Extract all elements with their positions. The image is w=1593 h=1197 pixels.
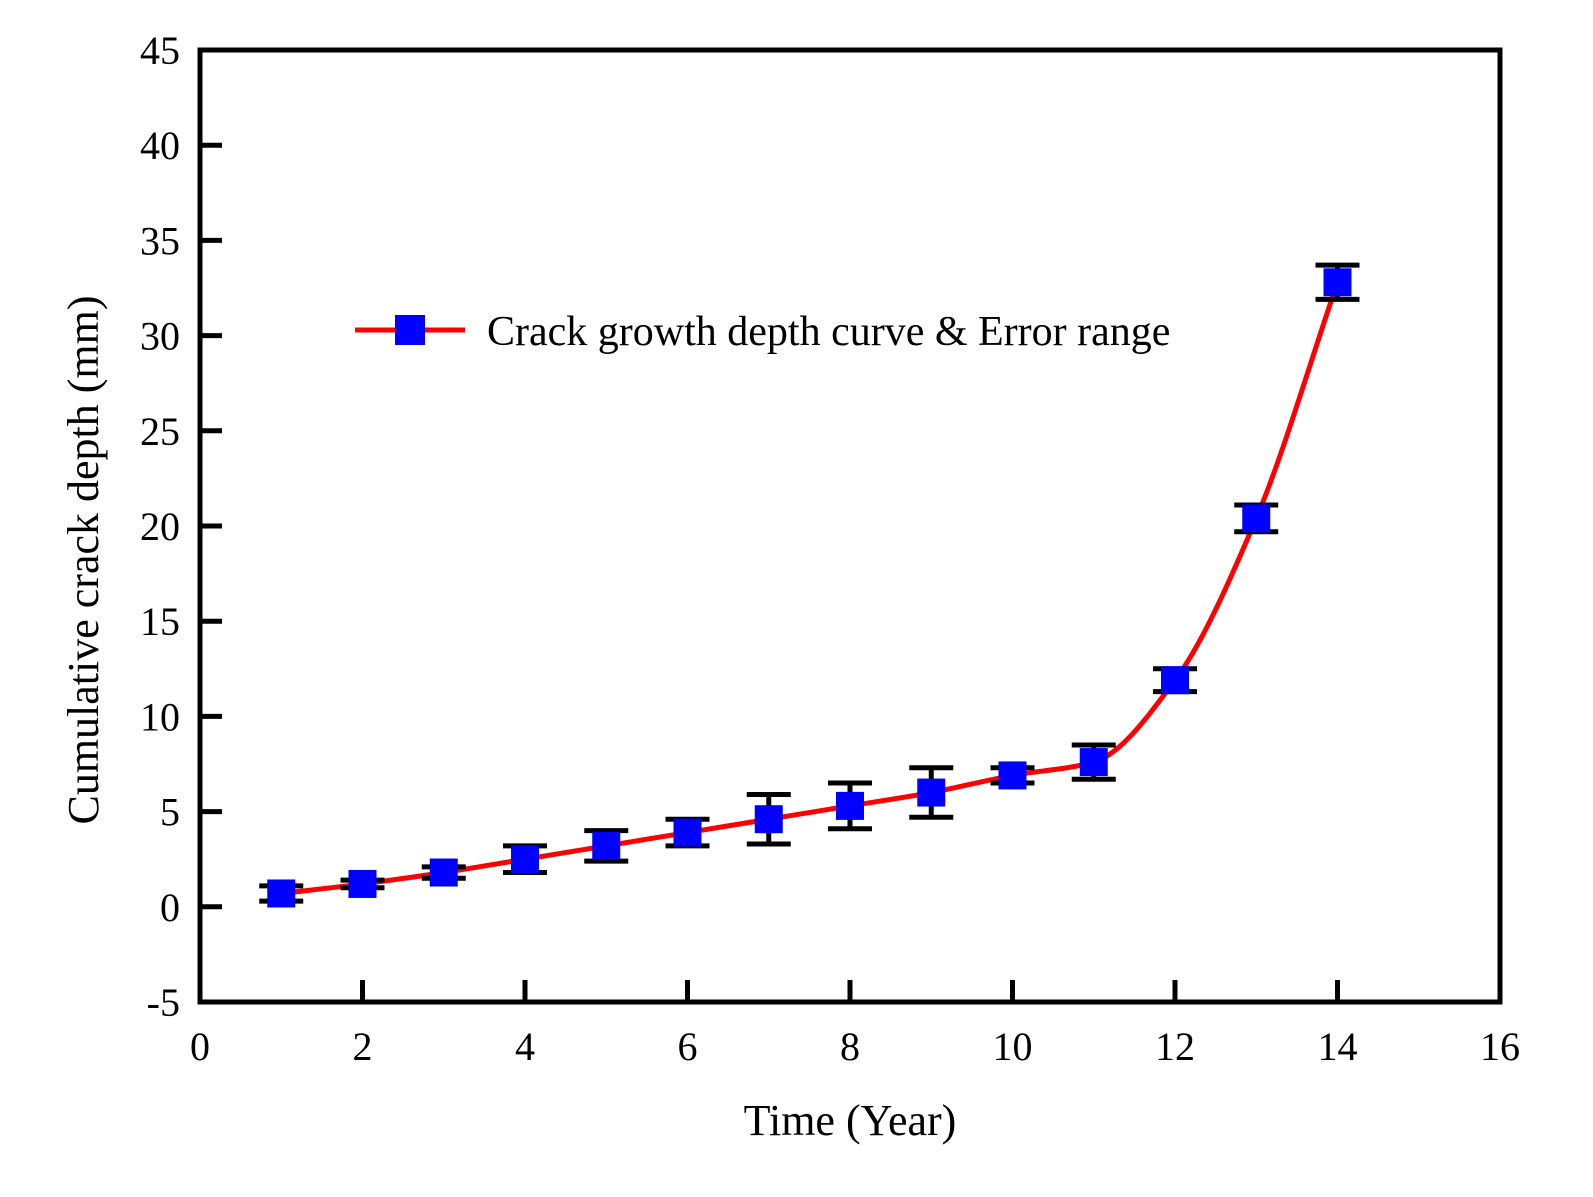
data-point bbox=[259, 879, 304, 908]
series-line bbox=[280, 281, 1340, 896]
x-tick-label: 4 bbox=[515, 1024, 535, 1069]
legend-marker-swatch bbox=[395, 315, 425, 345]
y-tick-label: -5 bbox=[147, 980, 180, 1025]
y-tick-label: 45 bbox=[140, 28, 180, 73]
data-marker bbox=[1242, 504, 1271, 533]
data-point bbox=[1071, 742, 1116, 782]
x-tick-label: 2 bbox=[353, 1024, 373, 1069]
data-point bbox=[665, 816, 710, 849]
y-tick-label: 25 bbox=[140, 409, 180, 454]
data-marker bbox=[1079, 748, 1108, 777]
data-point bbox=[340, 869, 385, 898]
data-point bbox=[584, 828, 629, 864]
legend-label: Crack growth depth curve & Error range bbox=[487, 309, 1170, 355]
x-tick-label: 10 bbox=[993, 1024, 1033, 1069]
y-tick-label: 30 bbox=[140, 314, 180, 359]
data-point bbox=[828, 780, 872, 832]
data-marker bbox=[673, 818, 702, 847]
data-marker bbox=[511, 845, 539, 874]
data-point bbox=[990, 761, 1035, 790]
x-tick-label: 12 bbox=[1155, 1024, 1195, 1069]
data-marker bbox=[592, 831, 621, 860]
plot-frame bbox=[197, 47, 1503, 1005]
data-marker bbox=[917, 778, 946, 807]
data-point bbox=[421, 858, 466, 887]
series-layer bbox=[259, 262, 1360, 908]
data-marker bbox=[836, 791, 864, 820]
y-tick-label: 40 bbox=[140, 123, 180, 168]
x-tick-label: 8 bbox=[840, 1024, 860, 1069]
data-marker bbox=[267, 879, 296, 908]
x-tick-label: 6 bbox=[678, 1024, 698, 1069]
x-tick-label: 16 bbox=[1480, 1024, 1520, 1069]
x-axis-title: Time (Year) bbox=[744, 1096, 957, 1145]
data-marker bbox=[348, 869, 377, 898]
data-point bbox=[909, 765, 954, 820]
data-point bbox=[1153, 666, 1197, 695]
data-point bbox=[746, 791, 791, 847]
y-tick-label: 20 bbox=[140, 504, 180, 549]
data-point bbox=[1315, 262, 1360, 302]
data-marker bbox=[754, 805, 783, 834]
data-point bbox=[503, 843, 547, 876]
data-point bbox=[1234, 502, 1279, 535]
y-axis-title: Cumulative crack depth (mm) bbox=[59, 295, 108, 824]
y-tick-label: 0 bbox=[160, 885, 180, 930]
legend: Crack growth depth curve & Error range bbox=[355, 309, 1170, 355]
y-tick-label: 15 bbox=[140, 599, 180, 644]
y-tick-label: 35 bbox=[140, 218, 180, 263]
data-marker bbox=[1161, 666, 1189, 695]
data-marker bbox=[429, 858, 458, 887]
data-marker bbox=[998, 761, 1027, 790]
x-tick-label: 0 bbox=[190, 1024, 210, 1069]
y-tick-label: 5 bbox=[160, 790, 180, 835]
data-marker bbox=[1323, 268, 1352, 297]
x-tick-label: 14 bbox=[1318, 1024, 1358, 1069]
y-tick-label: 10 bbox=[140, 694, 180, 739]
